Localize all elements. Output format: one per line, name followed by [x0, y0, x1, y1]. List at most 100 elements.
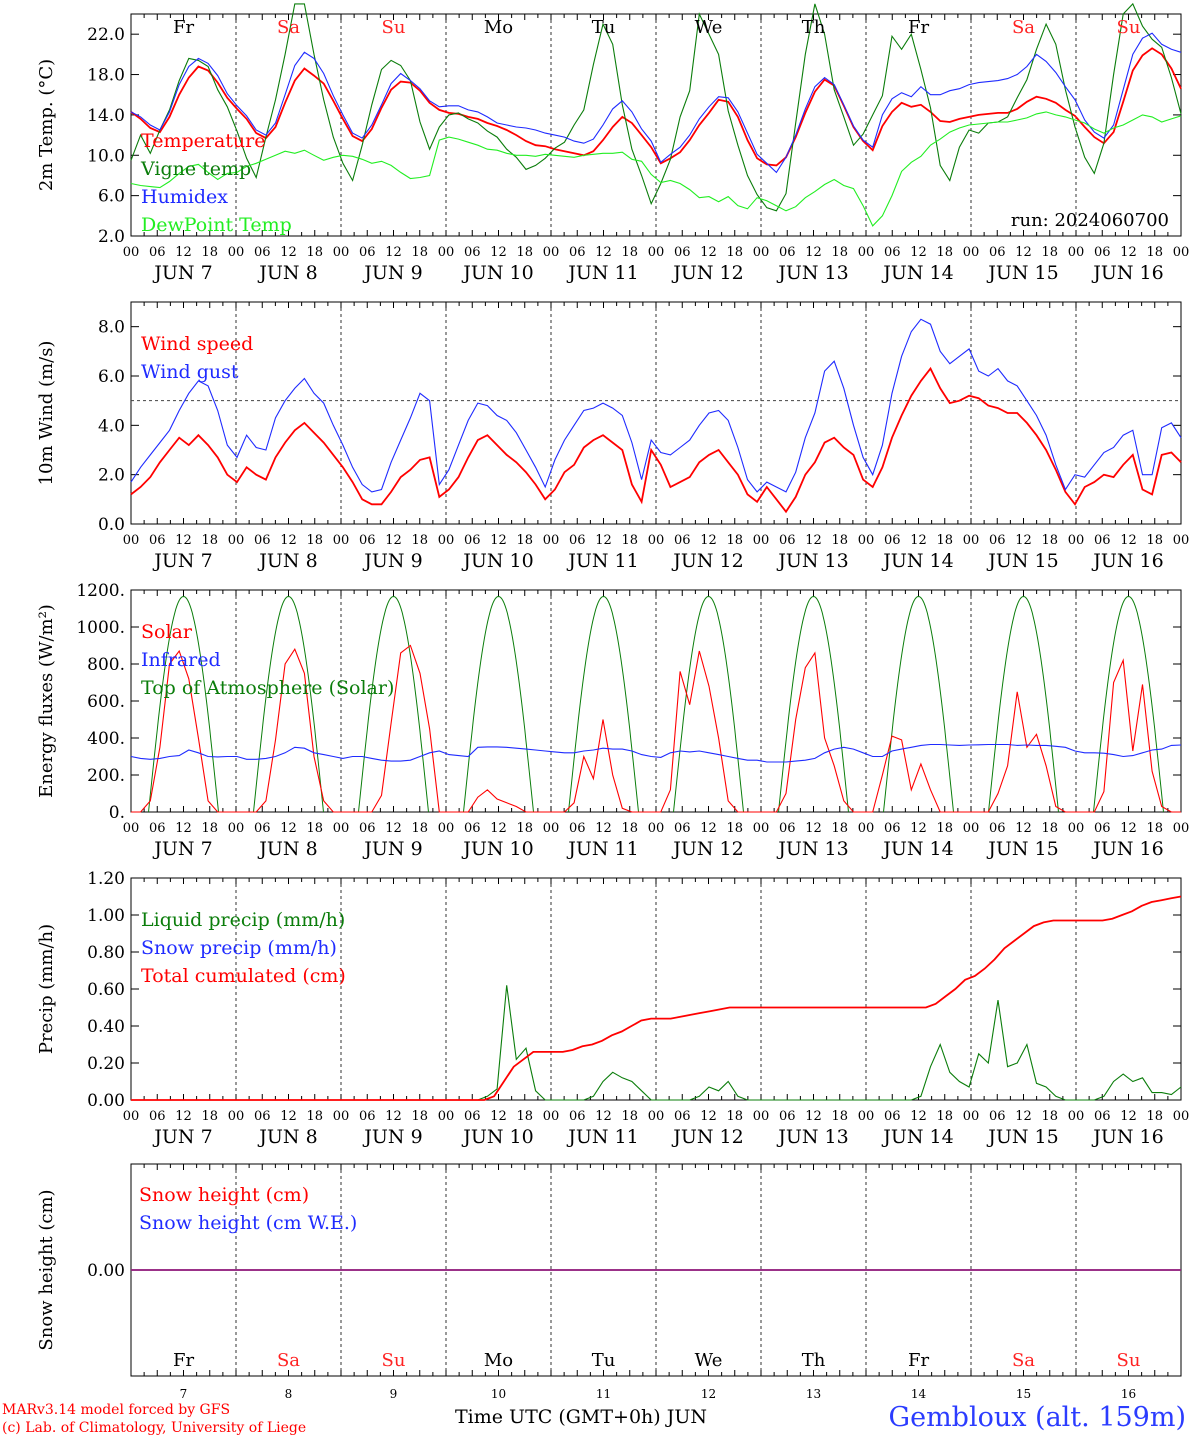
hour-label: 18	[411, 245, 428, 260]
date-label: JUN 15	[986, 262, 1058, 284]
hour-label: 00	[333, 533, 350, 548]
hour-label: 06	[359, 245, 376, 260]
day-name-label: We	[695, 17, 723, 38]
hour-label: 06	[464, 533, 481, 548]
hour-label: 12	[490, 245, 507, 260]
hour-label: 18	[831, 821, 848, 836]
hour-label: 18	[201, 533, 218, 548]
y-tick-label: 18.0	[87, 66, 125, 86]
hour-label: 18	[1041, 245, 1058, 260]
y-tick-label: 14.0	[87, 106, 125, 126]
date-label: JUN 8	[257, 550, 317, 572]
hour-label: 12	[805, 245, 822, 260]
hour-label: 12	[175, 821, 192, 836]
date-label: JUN 10	[461, 262, 533, 284]
hour-label: 12	[805, 1109, 822, 1124]
hour-label: 00	[1173, 1109, 1190, 1124]
hour-label: 06	[254, 1109, 271, 1124]
hour-label: 00	[963, 245, 980, 260]
hour-label: 18	[306, 245, 323, 260]
hour-label: 18	[1041, 821, 1058, 836]
y-tick-label: 2.0	[98, 466, 125, 486]
series-line-solar	[131, 644, 1181, 813]
hour-label: 18	[1041, 533, 1058, 548]
station-label: Gembloux (alt. 159m)	[888, 1402, 1186, 1433]
y-tick-label: 10.0	[87, 146, 125, 166]
y-tick-label: 0.40	[87, 1017, 125, 1037]
date-label: JUN 10	[461, 838, 533, 860]
bottom-day-number: 11	[596, 1387, 611, 1401]
series-line-wind-gust	[130, 318, 1182, 493]
day-name-label: Sa	[277, 17, 300, 38]
hour-label: 12	[175, 245, 192, 260]
hour-label: 18	[516, 821, 533, 836]
hour-label: 12	[280, 1109, 297, 1124]
hour-label: 06	[569, 1109, 586, 1124]
toa-solar-curve	[253, 595, 324, 813]
hour-label: 18	[306, 533, 323, 548]
hour-label: 18	[516, 1109, 533, 1124]
hour-label: 18	[516, 245, 533, 260]
hour-label: 06	[359, 1109, 376, 1124]
y-tick-label: 1200.	[76, 581, 125, 601]
hour-label: 00	[228, 1109, 245, 1124]
hour-label: 00	[753, 821, 770, 836]
hour-label: 18	[621, 533, 638, 548]
y-tick-label: 6.0	[98, 367, 125, 387]
bottom-day-number: 12	[701, 1387, 716, 1401]
day-name-label: Fr	[908, 17, 929, 38]
hour-label: 12	[805, 533, 822, 548]
hour-label: 00	[543, 821, 560, 836]
series-line-vigne-temp	[130, 2, 1182, 212]
hour-label: 06	[1094, 821, 1111, 836]
hour-label: 12	[910, 533, 927, 548]
hour-label: 18	[726, 1109, 743, 1124]
y-tick-label: 0.0	[98, 515, 125, 535]
hour-label: 12	[700, 245, 717, 260]
date-label: JUN 12	[671, 262, 743, 284]
bottom-day-number: 9	[390, 1387, 398, 1401]
date-label: JUN 12	[671, 550, 743, 572]
hour-label: 06	[149, 533, 166, 548]
hour-label: 06	[989, 1109, 1006, 1124]
date-label: JUN 16	[1091, 262, 1163, 284]
y-tick-label: 6.0	[98, 187, 125, 207]
hour-label: 06	[254, 533, 271, 548]
hour-label: 12	[175, 1109, 192, 1124]
hour-label: 12	[1015, 1109, 1032, 1124]
date-label: JUN 8	[257, 262, 317, 284]
y-axis-label: Energy fluxes (W/m²)	[36, 604, 57, 798]
hour-label: 00	[858, 1109, 875, 1124]
date-label: JUN 7	[152, 550, 212, 572]
date-label: JUN 13	[776, 550, 848, 572]
series-line-humidex	[130, 32, 1182, 174]
hour-label: 12	[595, 533, 612, 548]
hour-label: 06	[779, 533, 796, 548]
y-tick-label: 8.0	[98, 318, 125, 338]
date-label: JUN 14	[881, 262, 953, 284]
hour-label: 18	[936, 821, 953, 836]
hour-label: 00	[123, 821, 140, 836]
hour-label: 00	[123, 245, 140, 260]
hour-label: 12	[910, 245, 927, 260]
hour-label: 00	[648, 533, 665, 548]
hour-label: 00	[438, 821, 455, 836]
legend-entry: Wind gust	[141, 361, 239, 383]
y-tick-label: 0.20	[87, 1054, 125, 1074]
hour-label: 06	[1094, 533, 1111, 548]
hour-label: 12	[280, 245, 297, 260]
toa-solar-curve	[463, 595, 534, 813]
day-name-label: Mo	[484, 17, 513, 38]
hour-label: 06	[674, 533, 691, 548]
hour-label: 00	[1173, 821, 1190, 836]
hour-label: 06	[779, 821, 796, 836]
y-axis-label: Precip (mm/h)	[36, 924, 57, 1054]
date-label: JUN 11	[566, 838, 638, 860]
bottom-day-number: 8	[285, 1387, 293, 1401]
date-label: JUN 13	[776, 838, 848, 860]
hour-label: 18	[201, 1109, 218, 1124]
hour-label: 00	[543, 1109, 560, 1124]
hour-label: 00	[228, 245, 245, 260]
legend-entry: Humidex	[141, 186, 228, 208]
hour-label: 12	[595, 245, 612, 260]
